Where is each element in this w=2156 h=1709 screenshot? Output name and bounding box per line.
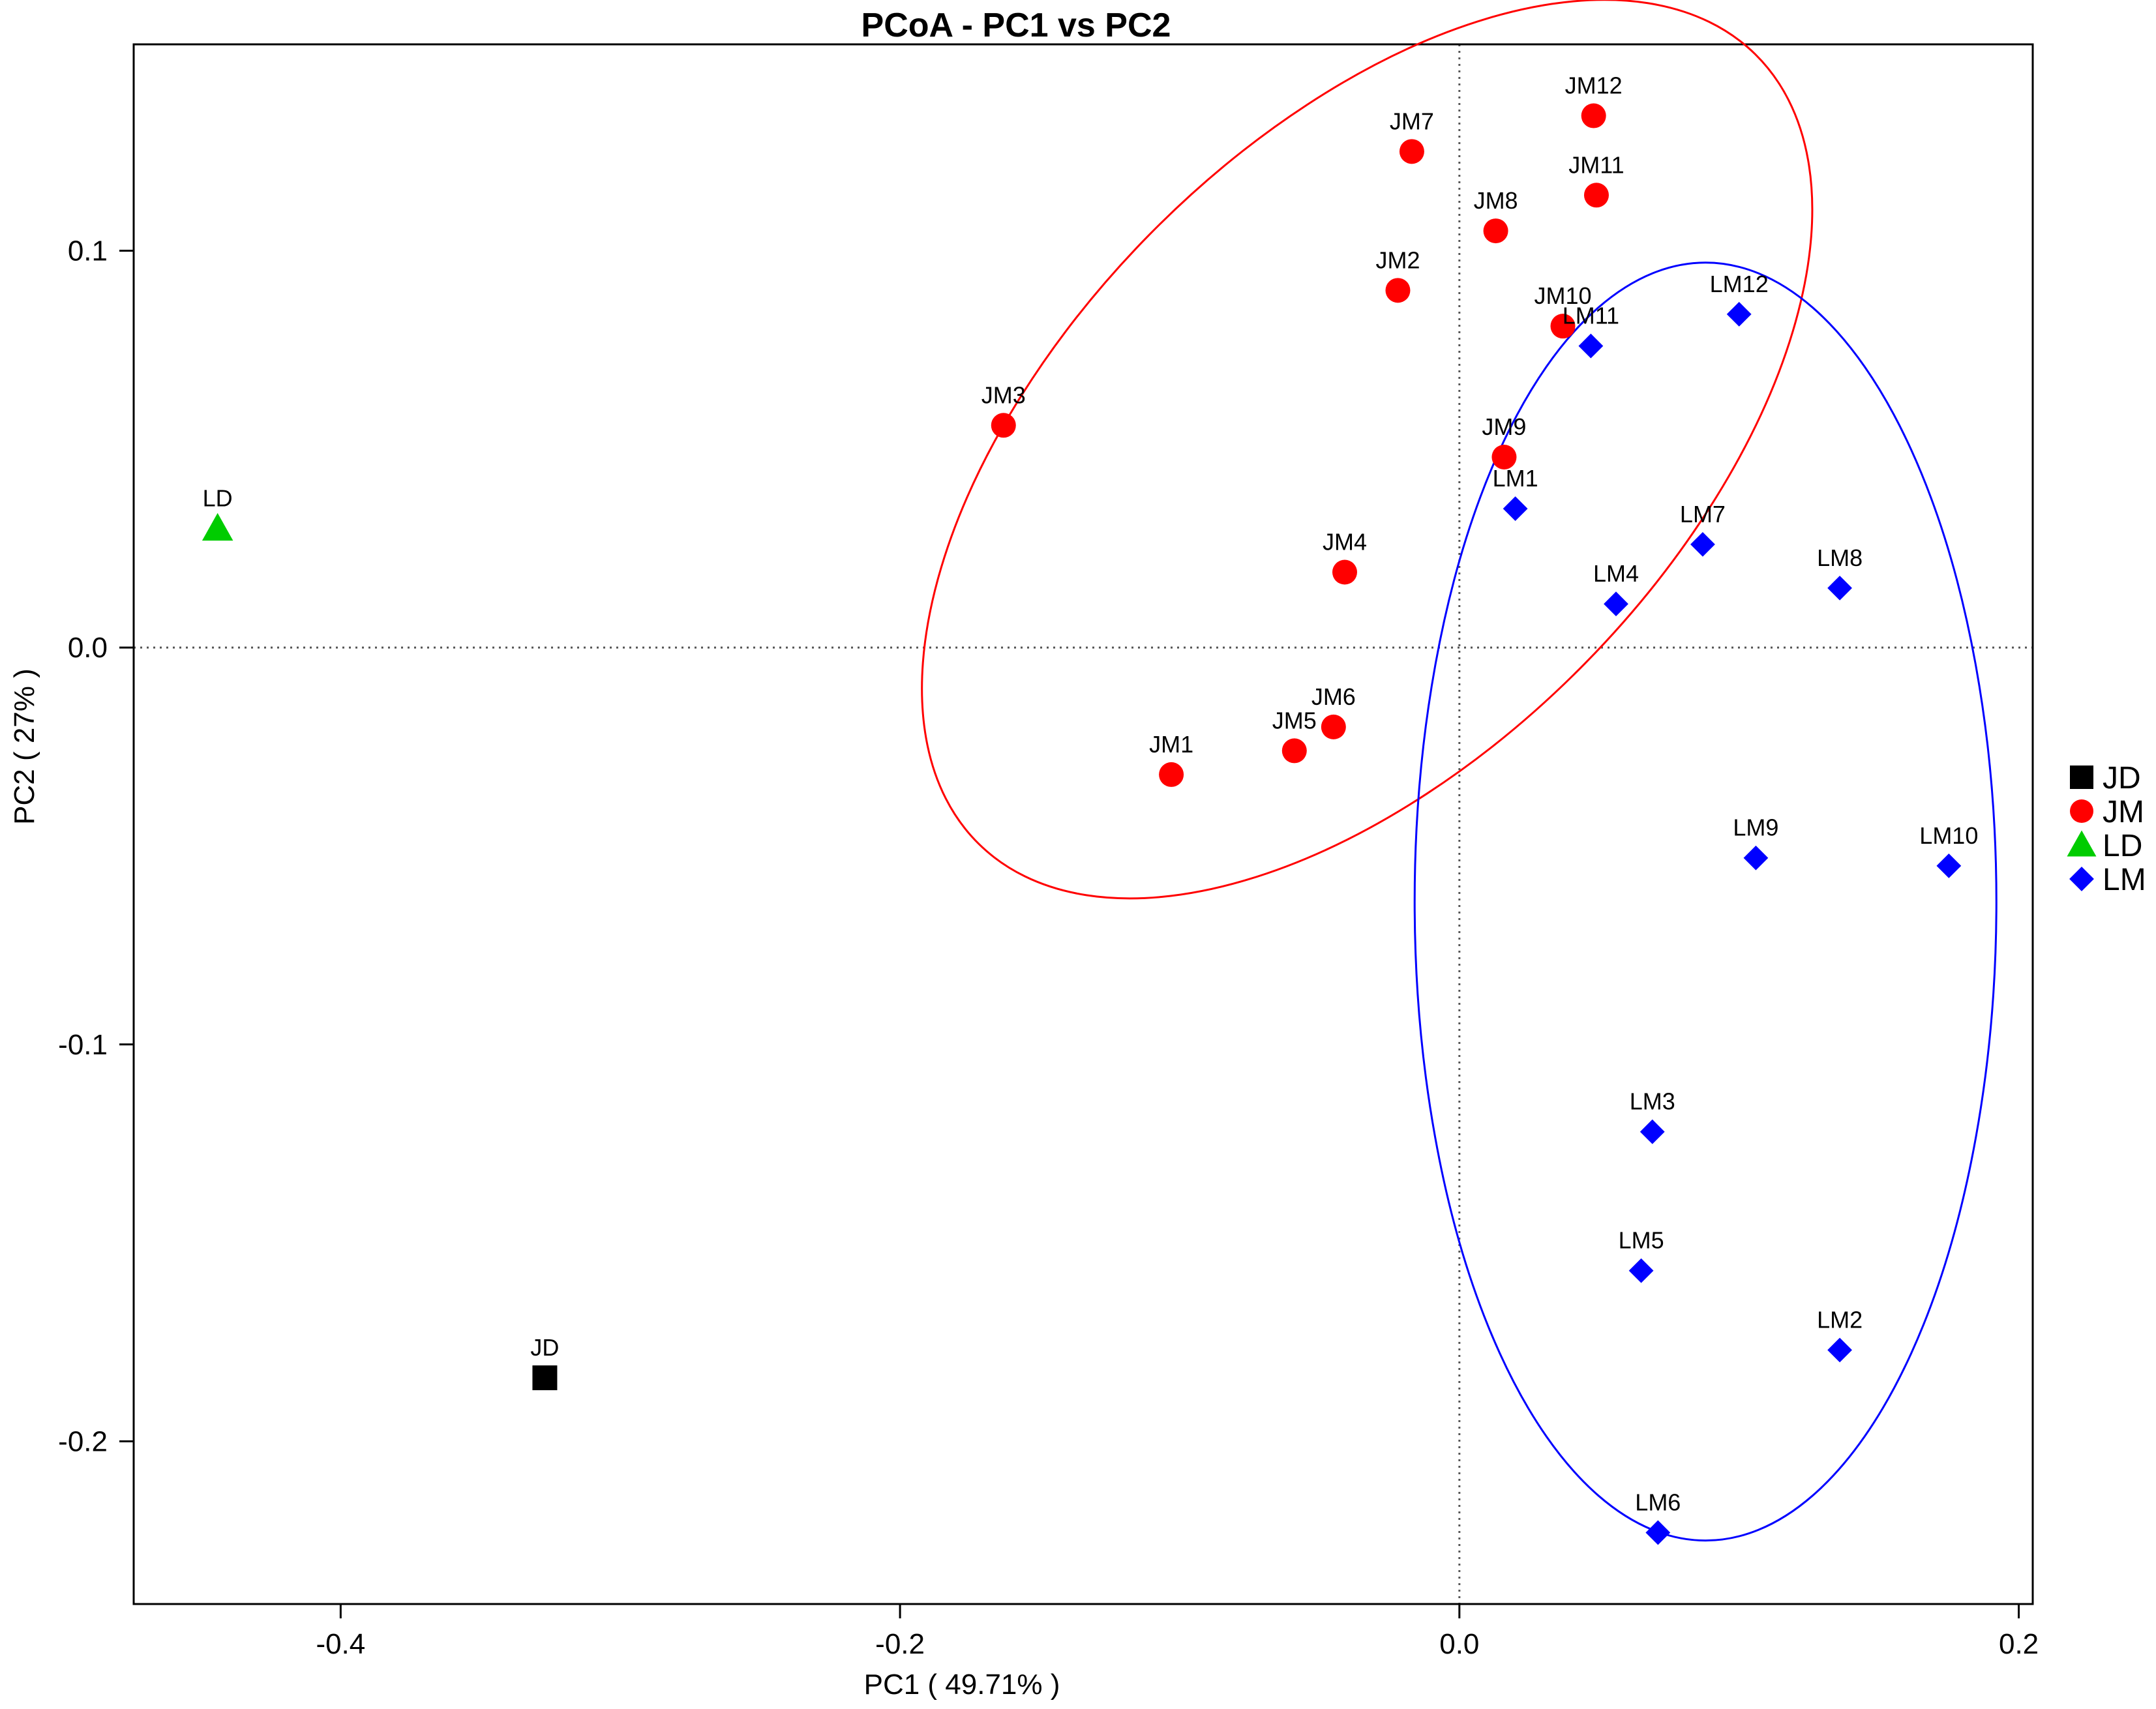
point-lm8 — [1827, 575, 1852, 601]
legend-marker-lm — [2069, 867, 2094, 891]
point-jm3 — [991, 413, 1016, 438]
point-label-lm8: LM8 — [1817, 544, 1863, 571]
point-jm1 — [1159, 762, 1184, 787]
point-jm8 — [1483, 218, 1508, 244]
legend-marker-ld — [2067, 830, 2097, 857]
point-label-lm9: LM9 — [1733, 814, 1778, 841]
point-label-jm5: JM5 — [1272, 707, 1317, 734]
point-lm4 — [1604, 591, 1628, 617]
point-jm5 — [1281, 738, 1307, 764]
point-lm2 — [1827, 1337, 1852, 1363]
point-label-jm3: JM3 — [981, 381, 1026, 408]
y-tick-label: -0.1 — [58, 1029, 108, 1061]
y-tick-label: -0.2 — [58, 1425, 108, 1457]
point-label-jm1: JM1 — [1149, 731, 1193, 758]
point-lm1 — [1503, 496, 1528, 522]
point-jm9 — [1491, 444, 1517, 469]
x-tick-label: 0.2 — [1999, 1628, 2039, 1660]
point-label-lm12: LM12 — [1710, 271, 1769, 297]
point-lm3 — [1639, 1119, 1665, 1144]
point-label-jm11: JM11 — [1568, 151, 1624, 178]
point-label-jm12: JM12 — [1565, 72, 1623, 99]
point-jm7 — [1399, 139, 1424, 164]
point-label-lm10: LM10 — [1919, 822, 1978, 849]
point-label-lm3: LM3 — [1630, 1088, 1675, 1115]
point-lm7 — [1690, 532, 1715, 557]
point-label-jm4: JM4 — [1323, 529, 1367, 556]
x-tick-label: -0.4 — [316, 1628, 365, 1660]
legend-label-jm: JM — [2103, 795, 2144, 829]
point-label-jm6: JM6 — [1311, 683, 1356, 710]
series-jd: JD — [530, 1334, 559, 1391]
y-tick-label: 0.1 — [68, 235, 108, 267]
point-jm12 — [1581, 103, 1606, 128]
point-label-jm8: JM8 — [1474, 187, 1518, 214]
ellipse-lm — [1413, 261, 1998, 1542]
point-lm9 — [1743, 845, 1769, 870]
legend-label-lm: LM — [2103, 863, 2146, 897]
point-label-lm7: LM7 — [1680, 501, 1726, 528]
plot-frame — [132, 43, 2034, 1605]
point-lm5 — [1628, 1258, 1654, 1283]
series-ld: LD — [202, 485, 233, 541]
point-label-lm1: LM1 — [1493, 465, 1538, 492]
point-lm11 — [1578, 333, 1604, 359]
series-lm: LM1 LM2 LM3 LM4 LM5 LM6 LM7 LM8 LM9 LM10 LM11 LM12 — [1493, 271, 1978, 1545]
x-axis-label: PC1 ( 49.71% ) — [864, 1669, 1060, 1701]
point-label-ld: LD — [203, 485, 233, 512]
point-jd — [532, 1365, 558, 1391]
legend-marker-jm — [2070, 799, 2093, 823]
point-jm4 — [1332, 559, 1357, 585]
point-label-jm7: JM7 — [1390, 108, 1434, 134]
point-label-jm10: JM10 — [1534, 282, 1591, 309]
x-tick-label: -0.2 — [875, 1628, 925, 1660]
point-lm6 — [1645, 1520, 1671, 1545]
point-lm10 — [1936, 854, 1962, 878]
chart-title: PCoA - PC1 vs PC2 — [861, 7, 1171, 44]
point-ld — [202, 513, 233, 541]
point-lm12 — [1726, 301, 1752, 327]
point-jm10 — [1550, 314, 1576, 339]
point-label-lm11: LM11 — [1563, 303, 1619, 329]
y-tick-label: 0.0 — [68, 632, 108, 664]
y-axis-label: PC2 ( 27% ) — [8, 668, 40, 825]
point-label-jd: JD — [530, 1334, 559, 1361]
legend-label-jd: JD — [2103, 761, 2141, 795]
plot-area: -0.4 -0.2 0.0 0.2-0.2-0.10.00.1JDJM1JM2JM3J… — [58, 0, 2039, 1660]
point-label-lm4: LM4 — [1593, 560, 1639, 587]
legend-marker-jd — [2070, 765, 2093, 789]
x-tick-label: 0.0 — [1439, 1628, 1479, 1660]
point-label-lm2: LM2 — [1817, 1306, 1863, 1333]
point-jm11 — [1583, 183, 1609, 208]
point-jm6 — [1321, 714, 1346, 739]
point-label-lm5: LM5 — [1619, 1227, 1664, 1254]
point-label-jm2: JM2 — [1375, 246, 1420, 273]
point-label-lm6: LM6 — [1635, 1489, 1681, 1515]
point-jm2 — [1385, 278, 1411, 303]
legend-label-ld: LD — [2103, 829, 2142, 863]
ellipse-jm — [921, 0, 1814, 900]
point-label-jm9: JM9 — [1482, 413, 1526, 440]
